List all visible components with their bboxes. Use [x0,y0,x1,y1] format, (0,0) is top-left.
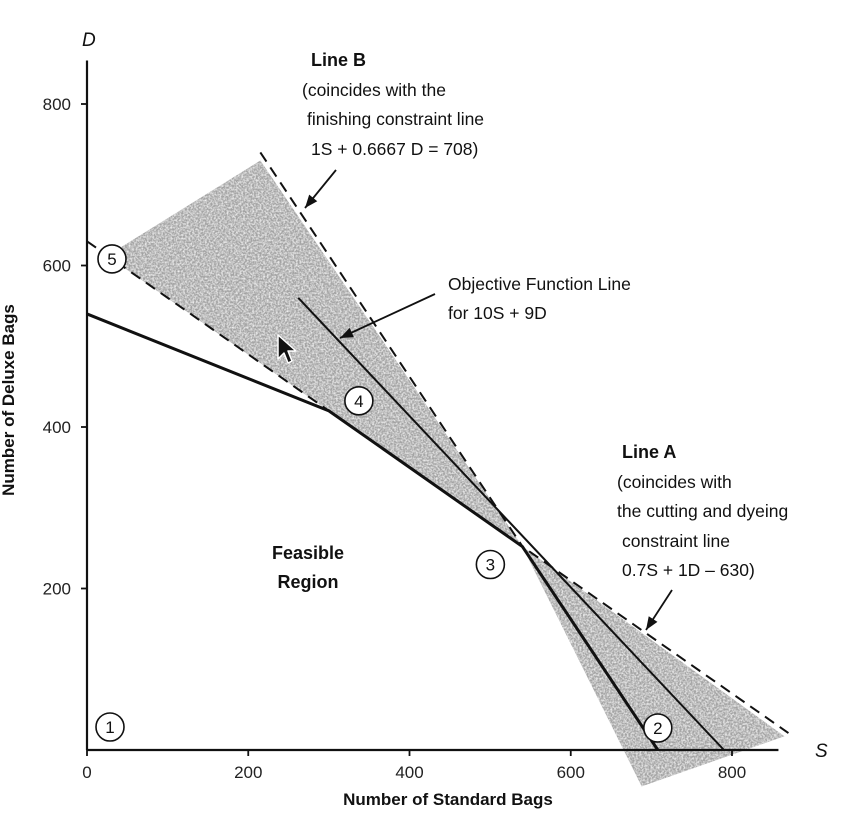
feasible-boundary-line [86,312,660,751]
line-b-text-2: finishing constraint line [307,109,484,129]
corner-point-1-label: 1 [105,718,114,737]
line-a-text-4: 0.7S + 1D – 630) [622,560,755,580]
objective-function-line [297,297,725,751]
objective-text-2: for 10S + 9D [448,303,547,323]
y-axis-title: Number of Deluxe Bags [0,304,18,496]
line-a-text-2: the cutting and dyeing [617,501,788,521]
line-b-title: Line B [311,50,366,70]
x-axis-title: Number of Standard Bags [343,790,553,809]
line-b-text-1: (coincides with the [302,80,446,100]
x-tick-label: 0 [82,763,91,782]
feasible-boundary [86,312,660,751]
feasible-region-label-line1: Feasible [272,543,344,563]
feasible-region-label-line2: Region [278,572,339,592]
corner-points: 1 2 3 4 5 [95,244,673,743]
y-axis-letter: D [82,30,96,51]
line-b-arrow-head [305,194,318,208]
mouse-cursor-icon [277,334,297,364]
corner-point-2-circle [643,713,673,743]
x-tick-label: 400 [395,763,423,782]
x-axis-letter: S [815,741,828,762]
corner-point-3-label: 3 [486,556,495,575]
objective-arrow [339,293,436,339]
y-tick-label: 600 [43,257,71,276]
upper-shaded-wedge [107,160,523,547]
x-tick-label: 600 [557,763,585,782]
axes: 0 200 400 600 800 200 400 600 800 [43,60,779,782]
x-tick-label: 800 [718,763,746,782]
corner-point-4-circle [344,386,374,416]
corner-point-2-label: 2 [653,719,662,738]
line-a-title: Line A [622,442,676,462]
corner-point-3-circle [475,549,506,580]
corner-point-1-circle [95,712,125,742]
y-tick-label: 200 [43,580,71,599]
x-tick-label: 200 [234,763,262,782]
line-b-text-3: 1S + 0.6667 D = 708) [311,139,478,159]
objective-arrow-head [340,327,354,338]
corner-point-5-label: 5 [107,250,116,269]
line-a-text-1: (coincides with [617,472,732,492]
annotation-arrows [304,169,673,631]
line-a-arrow-head [646,616,658,630]
corner-point-4-label: 4 [354,392,363,411]
corner-point-5-circle [97,244,127,274]
objective-text-1: Objective Function Line [448,274,631,294]
line-a-text-3: constraint line [622,531,730,551]
y-tick-label: 400 [43,418,71,437]
y-tick-label: 800 [43,95,71,114]
